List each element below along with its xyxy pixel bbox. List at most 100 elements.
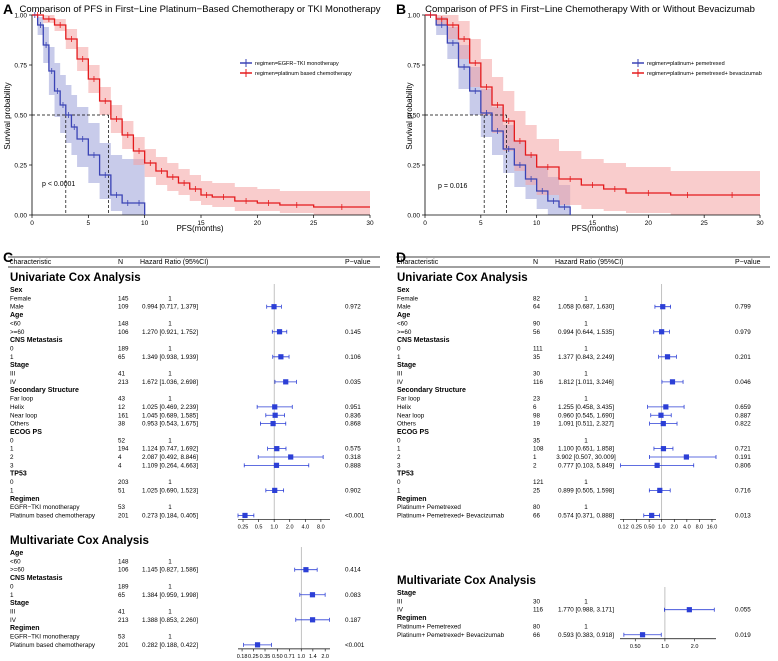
legend-red-label: regimen=platinum based chemotherapy xyxy=(255,71,352,77)
forest-row-label: Platinum+ Pemetrexed xyxy=(397,623,461,630)
forest-point-marker xyxy=(272,404,278,410)
forest-x-tick-label: 4.0 xyxy=(301,524,309,530)
forest-row-hr-text: 1 xyxy=(168,583,172,590)
forest-row-label: 0 xyxy=(397,437,401,444)
forest-row-p: 0.575 xyxy=(345,446,361,453)
forest-point-marker xyxy=(660,446,667,452)
forest-row-n: 82 xyxy=(533,295,541,302)
forest-x-tick-label: 1.0 xyxy=(297,654,305,660)
km-y-tick-label: 0.50 xyxy=(407,113,420,120)
forest-row-n: 53 xyxy=(118,504,126,511)
forest-x-tick-label: 8.0 xyxy=(317,524,325,530)
forest-row-n: 51 xyxy=(118,487,126,494)
forest-x-tick-label: 1.4 xyxy=(309,654,317,660)
km-legend: regimen=platinum+ pemetrexed regimen=pla… xyxy=(632,59,762,77)
forest-row-hr-text: 1 xyxy=(584,371,588,378)
forest-point-marker xyxy=(273,462,280,468)
forest-point-marker xyxy=(309,617,316,623)
forest-row-hr-text: 1.045 [0.689, 1.585] xyxy=(142,412,198,419)
forest-row-n: 109 xyxy=(118,304,129,311)
forest-point-marker xyxy=(649,512,655,519)
km-x-tick-label: 0 xyxy=(423,220,427,227)
forest-point-marker xyxy=(683,454,689,460)
forest-row-label: 0 xyxy=(397,345,401,352)
forest-group-label: Sex xyxy=(10,287,23,294)
forest-row-label: Platinum+ Pemetrexed+ Bevacizumab xyxy=(397,512,505,519)
forest-row-label: 0 xyxy=(397,479,401,486)
forest-point-marker xyxy=(283,379,289,385)
km-curve-blue xyxy=(425,14,571,215)
forest-row-hr-text: 1 xyxy=(584,504,588,511)
forest-group-label: TP53 xyxy=(397,471,414,478)
forest-group-label: Regimen xyxy=(397,496,427,503)
forest-row-hr-text: 1.388 [0.853, 2.260] xyxy=(142,617,198,624)
forest-row-hr-text: 1 xyxy=(168,295,172,302)
forest-row-n: 203 xyxy=(118,479,129,486)
forest-group-label: Sex xyxy=(397,287,410,294)
panel-label-a: A xyxy=(3,1,13,17)
forest-header-characteristic: characteristic xyxy=(397,259,439,266)
forest-header-characteristic: characteristic xyxy=(10,259,52,266)
km-pvalue: p = 0.016 xyxy=(438,183,467,190)
forest-x-tick-label: 0.25 xyxy=(631,524,642,530)
forest-point-marker xyxy=(276,329,283,335)
forest-row-hr-text: 0.994 [0.644, 1.535] xyxy=(558,329,614,336)
forest-row-hr-text: 1 xyxy=(584,396,588,403)
forest-section-title: Univariate Cox Analysis xyxy=(397,272,528,284)
forest-row-hr-text: 1.124 [0.747, 1.692] xyxy=(142,446,198,453)
forest-row-hr-text: 0.777 [0.103, 5.849] xyxy=(558,462,614,469)
forest-row-label: 3 xyxy=(10,462,14,469)
forest-row-label: Others xyxy=(10,421,29,428)
forest-row-label: <60 xyxy=(10,320,21,327)
forest-row-p: 0.013 xyxy=(735,512,751,519)
km-x-tick-label: 5 xyxy=(87,220,91,227)
km-y-tick-label: 0.75 xyxy=(407,63,420,70)
forest-row-hr-text: 1 xyxy=(584,479,588,486)
forest-group-label: ECOG PS xyxy=(397,429,429,436)
forest-row-hr-text: 1.812 [1.011, 3.246] xyxy=(558,379,614,386)
forest-row-label: Far loop xyxy=(397,396,421,403)
forest-row-n: 108 xyxy=(533,446,544,453)
forest-row-p: 0.035 xyxy=(345,379,361,386)
forest-row-label: 1 xyxy=(10,446,14,453)
forest-row-n: 148 xyxy=(118,558,129,565)
km-y-tick-label: 1.00 xyxy=(14,13,27,20)
km-title: Comparison of PFS in First−Line Chemothe… xyxy=(425,4,755,15)
forest-row-p: 0.721 xyxy=(735,446,751,453)
forest-row-n: 38 xyxy=(118,421,126,428)
forest-row-hr-text: 1.025 [0.469, 2.239] xyxy=(142,404,198,411)
km-legend: regimen=EGFR−TKI monotherapy regimen=pla… xyxy=(240,59,352,77)
forest-group-label: Secondary Structure xyxy=(397,387,466,394)
forest-row-label: 0 xyxy=(10,437,14,444)
forest-row-p: 0.201 xyxy=(735,354,751,361)
forest-row-n: 80 xyxy=(533,623,541,630)
forest-group-label: Age xyxy=(397,312,410,319)
km-x-tick-label: 30 xyxy=(756,220,764,227)
forest-row-hr-text: 1 xyxy=(584,345,588,352)
forest-row-n: 201 xyxy=(118,642,129,649)
km-y-tick-label: 0.00 xyxy=(14,213,27,220)
forest-row-n: 90 xyxy=(533,320,541,327)
km-x-tick-label: 30 xyxy=(366,220,374,227)
forest-row-p: 0.887 xyxy=(735,412,751,419)
forest-row-n: 64 xyxy=(533,304,541,311)
forest-point-marker xyxy=(686,607,692,613)
forest-row-hr-text: 0.574 [0.371, 0.888] xyxy=(558,512,614,519)
forest-row-p: <0.001 xyxy=(345,642,365,649)
forest-row-hr-text: 1 xyxy=(168,437,172,444)
forest-row-p: 0.951 xyxy=(345,404,361,411)
forest-point-marker xyxy=(658,412,664,418)
forest-row-n: 35 xyxy=(533,354,541,361)
forest-x-tick-label: 0.50 xyxy=(644,524,655,530)
forest-header-hr: Hazard Ratio (95%CI) xyxy=(140,259,208,266)
km-y-tick-label: 0.50 xyxy=(14,113,27,120)
forest-row-p: <0.001 xyxy=(345,512,365,519)
forest-row-n: 106 xyxy=(118,567,129,574)
forest-point-marker xyxy=(272,412,278,418)
forest-row-p: 0.868 xyxy=(345,421,361,428)
forest-point-marker xyxy=(663,404,669,410)
km-x-tick-label: 5 xyxy=(479,220,483,227)
forest-x-tick-label: 8.0 xyxy=(696,524,704,530)
forest-group-label: Secondary Structure xyxy=(10,387,79,394)
forest-row-n: 194 xyxy=(118,446,129,453)
